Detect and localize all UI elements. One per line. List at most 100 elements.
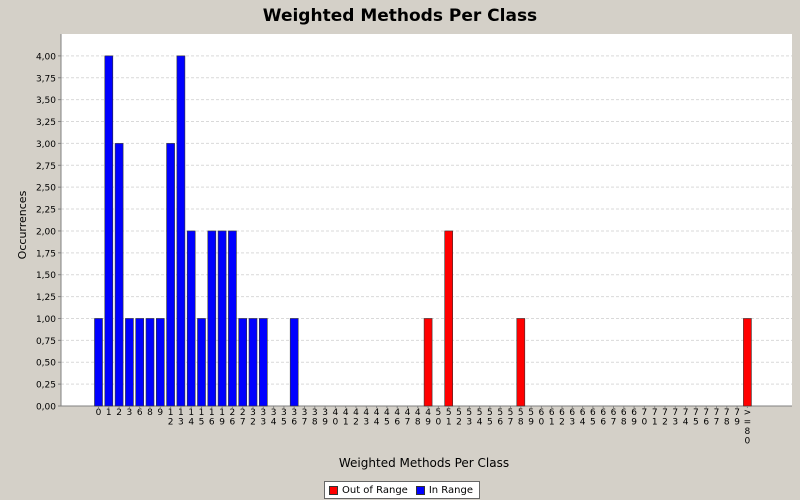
y-tick-label: 0,50: [36, 359, 56, 369]
y-tick-label: 1,75: [36, 249, 56, 259]
bar-in-range: [217, 230, 227, 407]
bar-in-range: [197, 318, 206, 407]
y-tick-label: 4,00: [36, 52, 56, 62]
x-tick-label: 2: [116, 408, 122, 418]
legend-label-out-of-range: Out of Range: [342, 484, 408, 496]
bar-out-of-range: [423, 318, 433, 407]
bar-out-of-range: [516, 318, 526, 407]
y-tick-label: 3,25: [36, 118, 56, 128]
x-tick-label: 0: [96, 408, 102, 418]
bar-in-range: [176, 55, 186, 407]
y-tick-label: 1,25: [36, 293, 56, 303]
y-tick-label: 2,25: [36, 206, 56, 216]
bar-in-range: [145, 318, 155, 407]
y-tick-label: 2,75: [36, 162, 56, 172]
bar-in-range: [156, 318, 165, 407]
bar-out-of-range: [444, 230, 454, 407]
legend-swatch-out-of-range: [329, 485, 338, 495]
y-tick-label: 1,00: [36, 315, 56, 325]
legend-label-in-range: In Range: [428, 484, 473, 496]
x-tick-label: > = 8 0: [744, 408, 752, 447]
bar-in-range: [289, 318, 299, 407]
bar-in-range: [248, 318, 258, 407]
bar-in-range: [125, 318, 134, 407]
y-tick-label: 0,25: [36, 381, 56, 391]
x-tick-label: 8: [147, 408, 153, 418]
y-axis-label: Occurrences: [16, 190, 29, 259]
bar-in-range: [166, 143, 175, 407]
y-tick-label: 3,75: [36, 74, 56, 84]
bar-in-range: [114, 143, 124, 407]
y-tick-label: 3,00: [36, 140, 56, 150]
y-tick-label: 3,50: [36, 96, 56, 106]
legend-swatch-in-range: [415, 485, 425, 495]
chart-title: Weighted Methods Per Class: [262, 6, 538, 26]
bar-in-range: [94, 318, 103, 407]
legend-item-out-of-range: Out of Range: [329, 485, 408, 496]
x-tick-label: 6: [137, 408, 143, 418]
bar-in-range: [135, 318, 144, 407]
x-axis-label: Weighted Methods Per Class: [339, 456, 509, 470]
legend: Out of Range In Range: [324, 481, 480, 499]
bar-in-range: [228, 230, 237, 407]
y-tick-label: 1,50: [36, 271, 56, 281]
bar-in-range: [207, 230, 217, 407]
y-tick-label: 0,75: [36, 337, 56, 347]
bar-in-range: [104, 55, 114, 407]
y-tick-label: 2,50: [36, 184, 56, 194]
y-tick-label: 2,00: [36, 227, 56, 237]
x-tick-label: 9: [157, 408, 163, 418]
bar-in-range: [258, 318, 268, 407]
y-tick-label: 0,00: [36, 403, 56, 413]
